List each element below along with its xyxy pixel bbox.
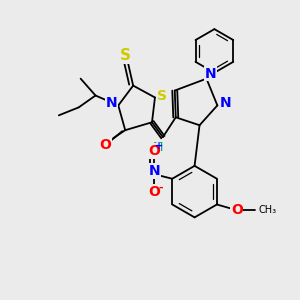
Text: CH₃: CH₃ <box>259 206 277 215</box>
Text: +: + <box>155 141 164 151</box>
Text: N: N <box>148 164 160 178</box>
Text: O: O <box>100 138 111 152</box>
Text: O: O <box>231 203 243 218</box>
Text: -: - <box>158 183 163 193</box>
Text: S: S <box>157 88 167 103</box>
Text: O: O <box>148 144 160 158</box>
Text: H: H <box>153 140 163 154</box>
Text: N: N <box>220 96 231 110</box>
Text: O: O <box>148 184 160 199</box>
Text: S: S <box>120 48 131 63</box>
Text: N: N <box>205 67 216 81</box>
Text: N: N <box>106 96 117 110</box>
